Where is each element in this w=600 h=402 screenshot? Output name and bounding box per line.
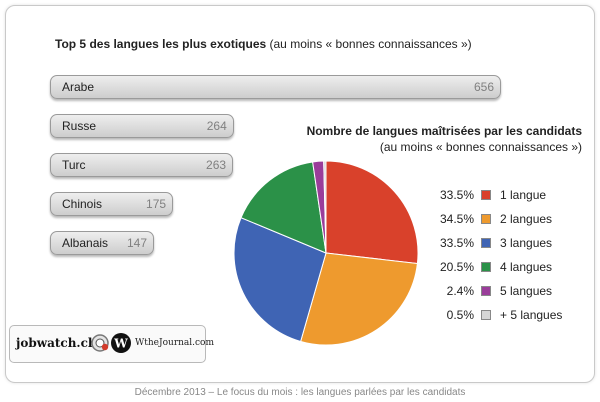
pie-slice-1 bbox=[325, 160, 419, 265]
jobwatch-logo: jobwatch.ch bbox=[16, 336, 97, 350]
wthejournal-emblem-icon: W bbox=[111, 333, 131, 353]
legend-swatch bbox=[481, 262, 491, 272]
bar-label: Arabe bbox=[62, 80, 95, 94]
bar-arabe: Arabe 656 bbox=[50, 75, 501, 99]
pie-slice-6 bbox=[323, 160, 327, 254]
legend-item: 20.5% 4 langues bbox=[430, 255, 562, 279]
bar-russe: Russe 264 bbox=[50, 114, 234, 138]
legend-label: 1 langue bbox=[500, 188, 547, 202]
bar-value: 263 bbox=[206, 158, 227, 172]
legend-percent: 33.5% bbox=[439, 236, 474, 250]
legend-percent: 2.4% bbox=[446, 284, 474, 298]
legend-percent: 20.5% bbox=[439, 260, 474, 274]
legend-percent: 33.5% bbox=[439, 188, 474, 202]
logos-box: jobwatch.ch W WtheJournal.com bbox=[9, 325, 214, 363]
bar-label: Turc bbox=[62, 158, 86, 172]
footer-caption: Décembre 2013 – Le focus du mois : les l… bbox=[134, 387, 466, 398]
w-letter: W bbox=[113, 337, 128, 351]
bar-value: 147 bbox=[126, 236, 147, 250]
legend-label: 4 langues bbox=[500, 260, 553, 274]
pie-chart bbox=[233, 160, 419, 346]
legend-item: 34.5% 2 langues bbox=[430, 207, 562, 231]
pie-legend: 33.5% 1 langue 34.5% 2 langues 33.5% 3 langue… bbox=[430, 183, 562, 327]
pie-slice-4 bbox=[240, 161, 327, 254]
bar-chinois: Chinois 175 bbox=[50, 192, 174, 216]
bar-chart-title-bold: Top 5 des langues les plus exotiques bbox=[55, 37, 267, 51]
legend-percent: 34.5% bbox=[439, 212, 474, 226]
bar-label: Chinois bbox=[62, 197, 103, 211]
bar-albanais: Albanais 147 bbox=[50, 231, 154, 255]
pie-slice-2 bbox=[300, 252, 418, 346]
legend-label: 5 langues bbox=[500, 284, 553, 298]
legend-swatch bbox=[481, 238, 491, 248]
bar-label: Russe bbox=[62, 119, 97, 133]
jobwatch-emblem-icon bbox=[91, 334, 109, 352]
legend-swatch bbox=[481, 310, 491, 320]
legend-label: 3 langues bbox=[500, 236, 553, 250]
bar-value: 264 bbox=[206, 119, 227, 133]
wthejournal-logo: WtheJournal.com bbox=[135, 338, 215, 348]
legend-swatch bbox=[481, 214, 491, 224]
legend-percent: 0.5% bbox=[446, 308, 474, 322]
pie-slice-3 bbox=[233, 217, 327, 343]
legend-item: 33.5% 1 langue bbox=[430, 183, 562, 207]
bar-turc: Turc 263 bbox=[50, 153, 234, 177]
legend-item: 33.5% 3 langues bbox=[430, 231, 562, 255]
legend-label: + 5 langues bbox=[500, 308, 563, 322]
legend-swatch bbox=[481, 190, 491, 200]
pie-chart-title: Nombre de langues maîtrisées par les can… bbox=[307, 124, 582, 154]
pie-chart-subtitle: (au moins « bonnes connaissances ») bbox=[379, 140, 582, 154]
bar-chart-title-note: (au moins « bonnes connaissances ») bbox=[269, 37, 472, 51]
pie-chart-title-main: Nombre de langues maîtrisées par les can… bbox=[306, 124, 582, 138]
legend-swatch bbox=[481, 286, 491, 296]
legend-item: 2.4% 5 langues bbox=[430, 279, 562, 303]
bar-label: Albanais bbox=[62, 236, 109, 250]
bar-chart-title: Top 5 des langues les plus exotiques (au… bbox=[55, 37, 472, 51]
legend-label: 2 langues bbox=[500, 212, 553, 226]
bar-value: 656 bbox=[473, 80, 494, 94]
bar-value: 175 bbox=[146, 197, 167, 211]
legend-item: 0.5% + 5 langues bbox=[430, 303, 563, 327]
